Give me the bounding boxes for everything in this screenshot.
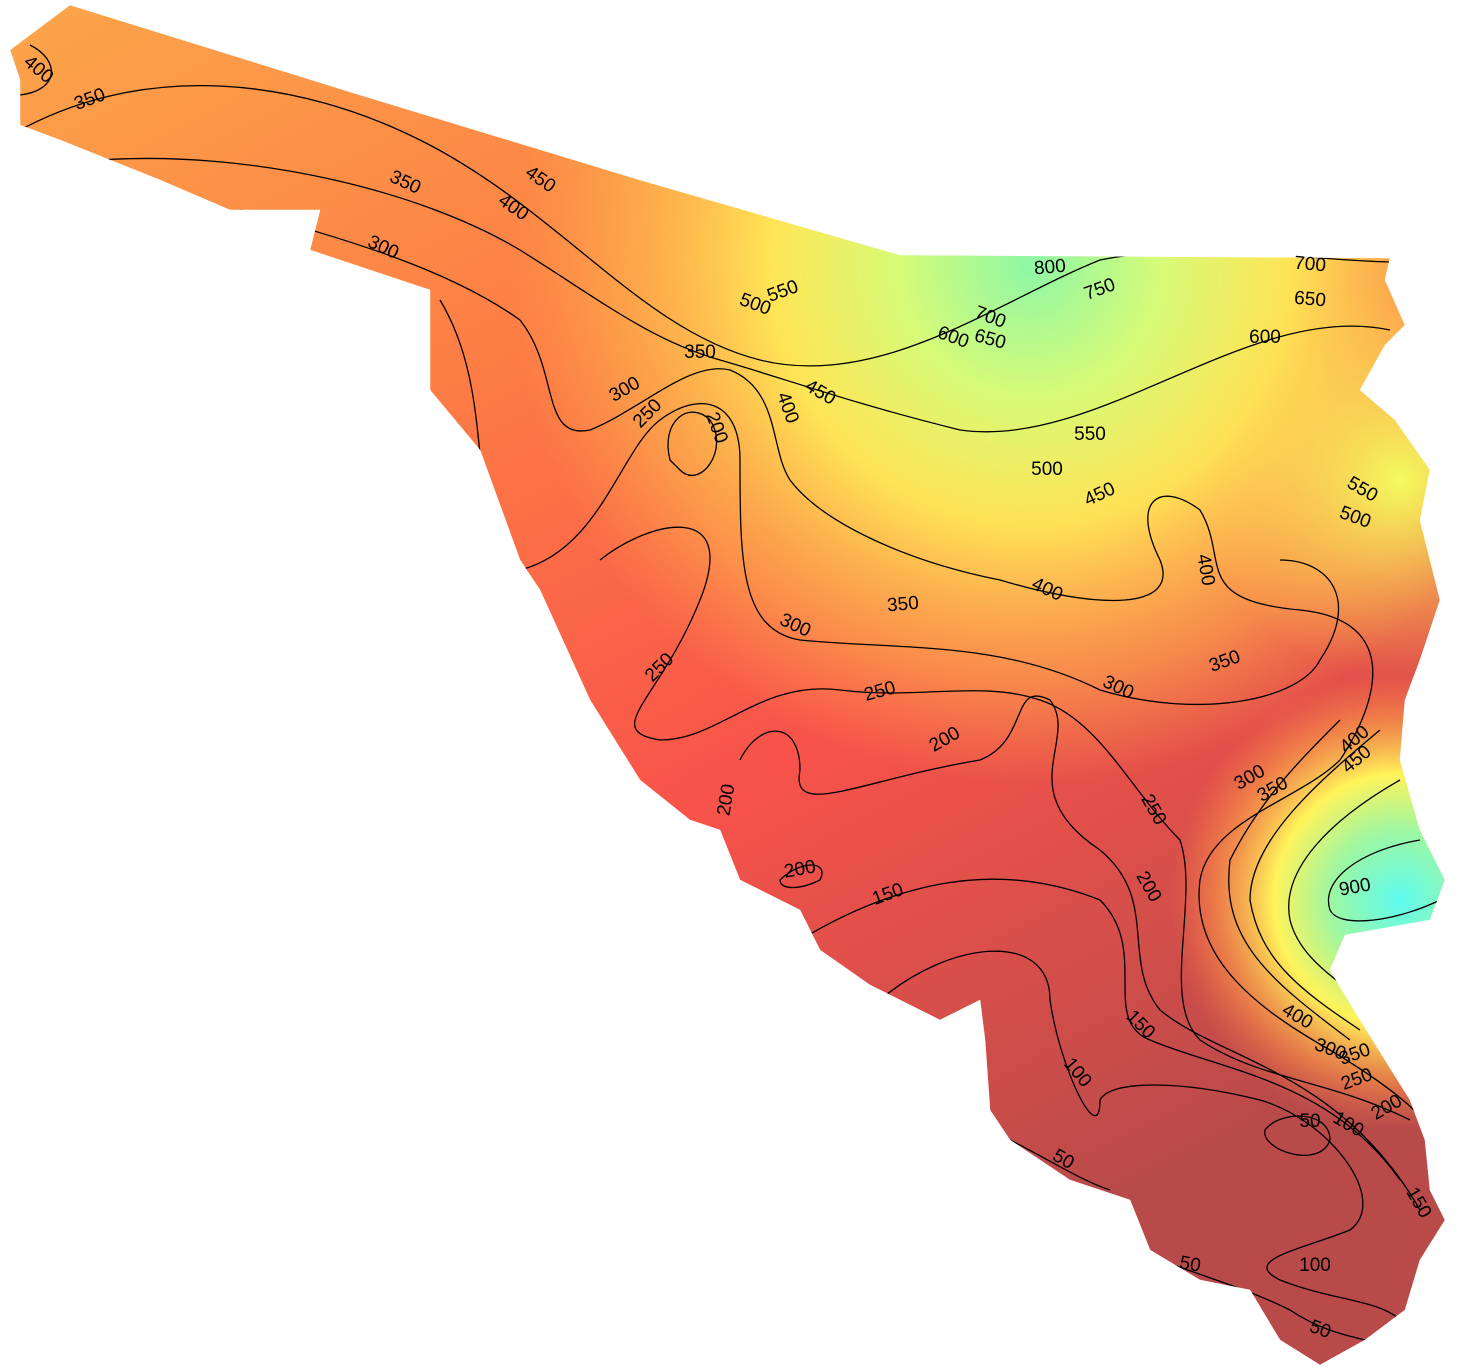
contour-label: 350 bbox=[684, 342, 716, 363]
contour-label-group: 50 bbox=[1178, 1252, 1202, 1276]
contour-label: 700 bbox=[1293, 253, 1326, 277]
contour-label: 800 bbox=[1033, 256, 1066, 280]
contour-label: 650 bbox=[1293, 288, 1326, 312]
contour-label: 550 bbox=[1074, 424, 1106, 445]
contour-label: 100 bbox=[1299, 1255, 1331, 1276]
contour-label-group: 350 bbox=[684, 342, 716, 363]
contour-label-group: 100 bbox=[1299, 1255, 1331, 1276]
contour-label: 500 bbox=[1031, 459, 1063, 480]
contour-label-group: 700 bbox=[1293, 253, 1326, 277]
contour-label-group: 350 bbox=[886, 593, 919, 617]
contour-label: 600 bbox=[1249, 327, 1281, 348]
contour-label-group: 600 bbox=[1249, 327, 1281, 348]
contour-label-group: 650 bbox=[1293, 288, 1326, 312]
contour-label: 50 bbox=[1178, 1252, 1202, 1276]
contour-label-group: 50 bbox=[1299, 1111, 1320, 1132]
contour-label-group: 550 bbox=[1074, 424, 1106, 445]
contour-label: 350 bbox=[886, 593, 919, 617]
contour-label-group: 800 bbox=[1033, 256, 1066, 280]
contour-label-group: 500 bbox=[1031, 459, 1063, 480]
contour-label: 50 bbox=[1299, 1111, 1320, 1132]
